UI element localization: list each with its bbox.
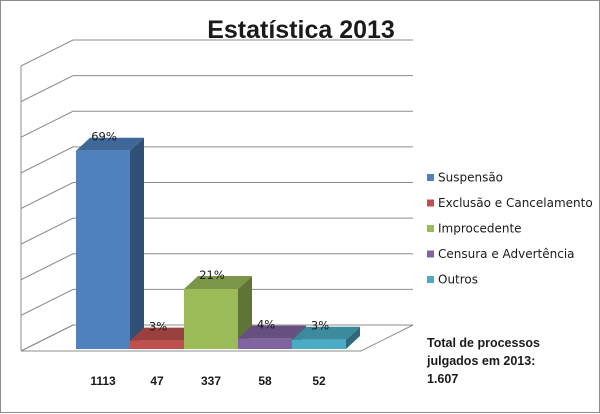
- legend-label: Outros: [438, 273, 478, 287]
- gridline: [20, 288, 413, 316]
- gridline: [20, 110, 413, 138]
- percent-labels: 69% 3% 21% 4% 3%: [91, 130, 329, 334]
- percent-label: 3%: [311, 319, 329, 333]
- gridline: [20, 217, 413, 245]
- legend-swatch: [427, 199, 434, 207]
- legend-item: Suspensão: [427, 171, 503, 185]
- gridline: [20, 253, 413, 281]
- value-label: 52: [312, 374, 326, 388]
- legend-label: Exclusão e Cancelamento: [438, 196, 593, 210]
- bar-5: [292, 326, 360, 349]
- percent-label: 4%: [257, 318, 275, 332]
- value-label: 58: [258, 374, 272, 388]
- value-label: 1113: [90, 374, 116, 388]
- legend-label: Suspensão: [438, 171, 503, 185]
- bar-top: [292, 326, 360, 340]
- bar-front: [130, 340, 184, 349]
- total-note-line-3: 1.607: [427, 372, 458, 386]
- value-label: 47: [150, 374, 164, 388]
- legend-item: Outros: [427, 273, 478, 287]
- total-note: Total de processos julgados em 2013: 1.6…: [426, 336, 540, 386]
- legend-swatch: [427, 225, 434, 232]
- legend-label: Improcedente: [438, 222, 522, 236]
- bar-side: [130, 137, 144, 349]
- bar-top: [184, 275, 252, 289]
- value-label: 337: [201, 374, 221, 388]
- value-labels: 1113 47 337 58 52: [90, 374, 326, 388]
- bar-top: [238, 325, 306, 339]
- bar-side: [346, 326, 360, 349]
- bar-top: [76, 137, 144, 151]
- legend: Suspensão Exclusão e Cancelamento Improced…: [427, 171, 593, 287]
- bar-1: [76, 137, 144, 349]
- legend-item: Exclusão e Cancelamento: [427, 196, 593, 210]
- gridlines: [20, 39, 414, 352]
- bars: [76, 137, 360, 349]
- gridline: [20, 182, 413, 209]
- percent-label: 3%: [149, 320, 167, 334]
- total-note-line-1: Total de processos: [427, 336, 540, 350]
- legend-swatch: [427, 174, 434, 181]
- legend-item: Improcedente: [427, 222, 522, 236]
- bar-front: [292, 339, 346, 349]
- legend-label: Censura e Advertência: [438, 247, 575, 261]
- legend-swatch: [427, 250, 434, 258]
- legend-item: Censura e Advertência: [427, 247, 575, 261]
- legend-swatch: [427, 276, 434, 283]
- gridline: [20, 75, 413, 103]
- percent-label: 69%: [91, 130, 117, 144]
- bar-front: [76, 150, 130, 349]
- bar-front: [184, 288, 238, 349]
- percent-label: 21%: [199, 268, 225, 282]
- bar-front: [238, 338, 292, 349]
- chart-title: Estatística 2013: [207, 16, 395, 44]
- gridline: [20, 146, 413, 174]
- bar-top: [130, 327, 198, 341]
- total-note-line-2: julgados em 2013:: [426, 354, 535, 368]
- gridline: [20, 39, 413, 67]
- floor: [20, 324, 414, 352]
